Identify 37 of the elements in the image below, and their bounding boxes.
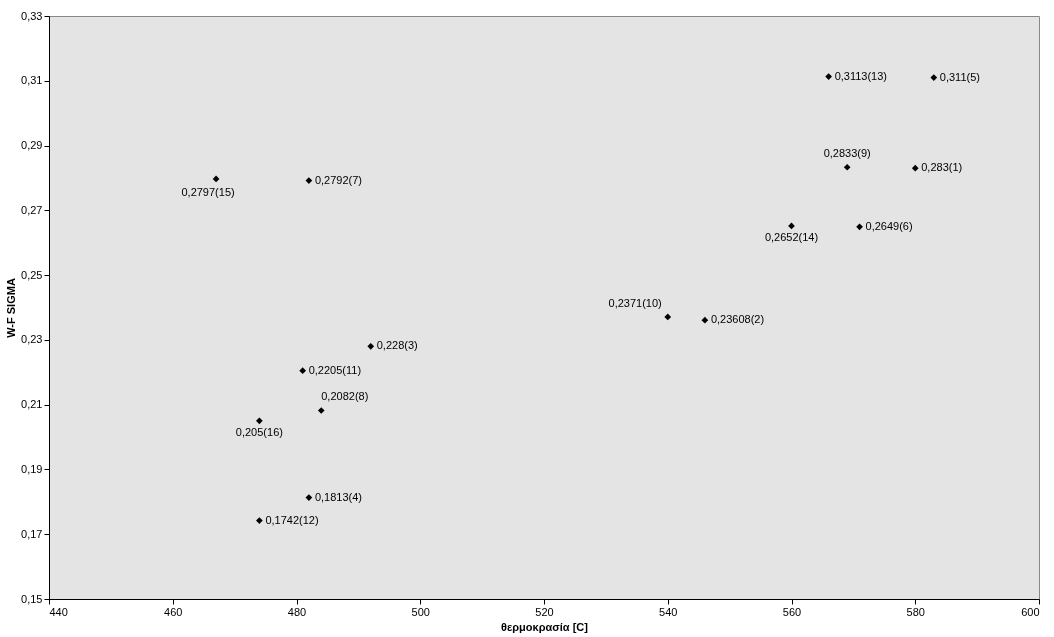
data-label: 0,283(1) xyxy=(921,161,963,174)
y-tick-label: 0,25 xyxy=(21,268,43,281)
y-tick-label: 0,21 xyxy=(21,398,43,411)
x-tick-label: 440 xyxy=(49,605,68,618)
y-tick-label: 0,27 xyxy=(21,203,43,216)
x-tick-label: 600 xyxy=(1021,605,1040,618)
x-tick-label: 480 xyxy=(287,605,307,618)
x-tick-label: 540 xyxy=(659,605,678,618)
data-label: 0,1742(12) xyxy=(265,513,319,526)
x-tick-label: 460 xyxy=(164,605,183,618)
data-label: 0,2371(10) xyxy=(608,296,662,309)
y-axis-title: W-F SIGMA xyxy=(5,278,18,338)
data-label: 0,2649(6) xyxy=(865,219,913,232)
data-label: 0,2833(9) xyxy=(823,147,871,160)
data-label: 0,2797(15) xyxy=(181,185,235,198)
data-label: 0,311(5) xyxy=(939,70,980,83)
data-label: 0,2792(7) xyxy=(314,173,362,186)
data-label: 0,3113(13) xyxy=(834,69,888,82)
y-tick-label: 0,23 xyxy=(21,333,43,346)
y-tick-label: 0,19 xyxy=(21,462,43,475)
data-label: 0,2205(11) xyxy=(308,363,362,376)
x-tick-label: 500 xyxy=(411,605,430,618)
data-label: 0,2652(14) xyxy=(764,230,819,243)
x-tick-label: 520 xyxy=(535,605,554,618)
x-axis-title: θερμοκρασία [C] xyxy=(501,620,589,633)
y-tick-label: 0,29 xyxy=(21,139,43,152)
data-label: 0,205(16) xyxy=(235,425,283,438)
data-label: 0,23608(2) xyxy=(710,313,765,326)
data-label: 0,2082(8) xyxy=(321,390,369,403)
x-tick-label: 560 xyxy=(782,605,802,618)
y-tick-label: 0,33 xyxy=(21,9,43,22)
data-label: 0,1813(4) xyxy=(314,490,362,503)
y-tick-label: 0,31 xyxy=(21,74,43,87)
y-tick-label: 0,17 xyxy=(21,527,43,540)
y-tick-label: 0,15 xyxy=(21,592,43,605)
x-tick-label: 580 xyxy=(906,605,925,618)
data-label: 0,228(3) xyxy=(376,339,418,352)
